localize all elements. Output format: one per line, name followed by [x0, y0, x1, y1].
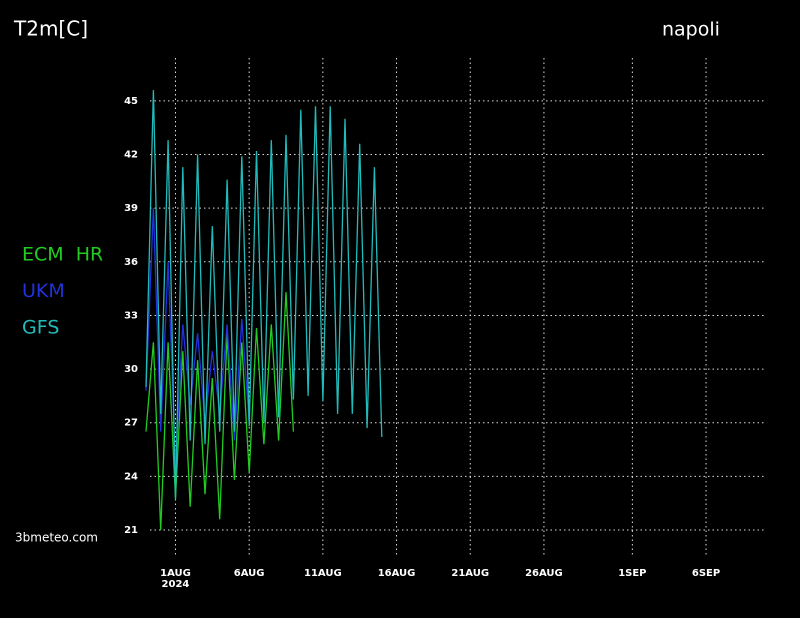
location: napoli: [662, 19, 720, 41]
x-tick-label: 6AUG: [234, 568, 265, 579]
source: 3bmeteo.com: [15, 531, 98, 545]
x-tick-label: 1AUG: [160, 568, 191, 579]
x-tick-label: 6SEP: [692, 568, 720, 579]
legend-entry: GFS: [22, 317, 59, 339]
y-tick-label: 36: [124, 257, 138, 268]
y-tick-label: 30: [124, 364, 138, 375]
x-tick-label: 16AUG: [378, 568, 416, 579]
y-tick-label: 24: [124, 471, 138, 482]
y-tick-label: 39: [124, 203, 138, 214]
series-line: [145, 90, 383, 500]
y-tick-label: 33: [124, 310, 138, 321]
y-tick-label: 45: [124, 96, 138, 107]
series-line: [145, 208, 250, 468]
x-tick-label: 11AUG: [304, 568, 342, 579]
legend-entry: ECM HR: [22, 244, 103, 266]
chart-title: T2m[C]: [13, 17, 88, 41]
y-tick-label: 42: [124, 150, 138, 161]
x-tick-label: 21AUG: [451, 568, 489, 579]
x-tick-label: 1SEP: [618, 568, 646, 579]
legend-entry: UKM: [22, 280, 65, 302]
x-year-label: 2024: [162, 579, 190, 590]
y-tick-label: 21: [124, 525, 138, 536]
y-tick-label: 27: [124, 418, 138, 429]
x-tick-label: 26AUG: [525, 568, 563, 579]
series-line: [145, 292, 295, 531]
